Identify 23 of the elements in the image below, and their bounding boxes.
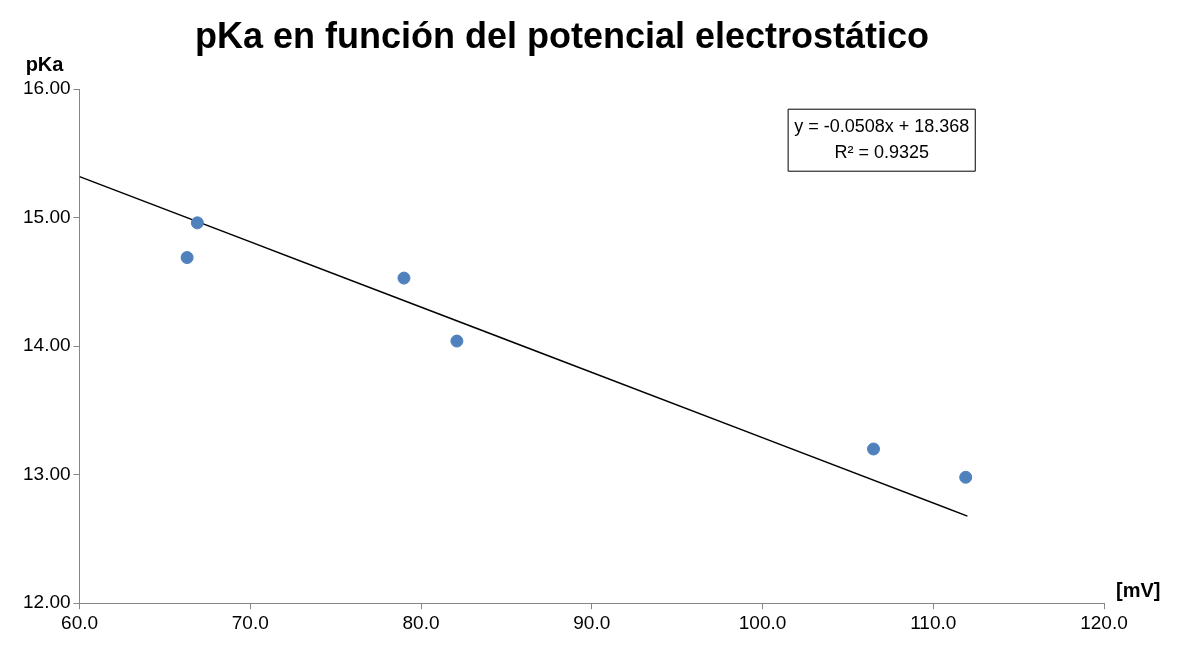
x-axis-title: [mV] [1116, 578, 1161, 601]
point [959, 470, 973, 484]
y-tick-label: 12.00 [23, 591, 71, 613]
x-tick-label: 100.0 [738, 611, 787, 633]
annotation: y = -0.0508x + 18.368 [794, 116, 970, 137]
y-tick-label: 14.00 [23, 334, 71, 356]
x-tick-label: 90.0 [573, 611, 611, 633]
chart-title: pKa en función del potencial electrostático [194, 14, 930, 56]
point [180, 251, 194, 265]
annotation: R² = 0.9325 [834, 142, 929, 163]
point [450, 334, 464, 348]
y-tick-label: 15.00 [23, 205, 71, 227]
y-axis-title: pKa [25, 52, 65, 75]
x-tick-label: 60.0 [61, 611, 99, 633]
y-tick-label: 13.00 [23, 462, 71, 484]
point [867, 442, 880, 456]
point [397, 271, 411, 285]
x-tick-label: 70.0 [231, 611, 269, 633]
x-tick-label: 80.0 [402, 611, 440, 633]
point [190, 216, 204, 230]
x-tick-label: 110.0 [910, 611, 957, 633]
y-tick-label: 16.00 [23, 77, 71, 99]
x-tick-label: 120.0 [1080, 611, 1128, 633]
